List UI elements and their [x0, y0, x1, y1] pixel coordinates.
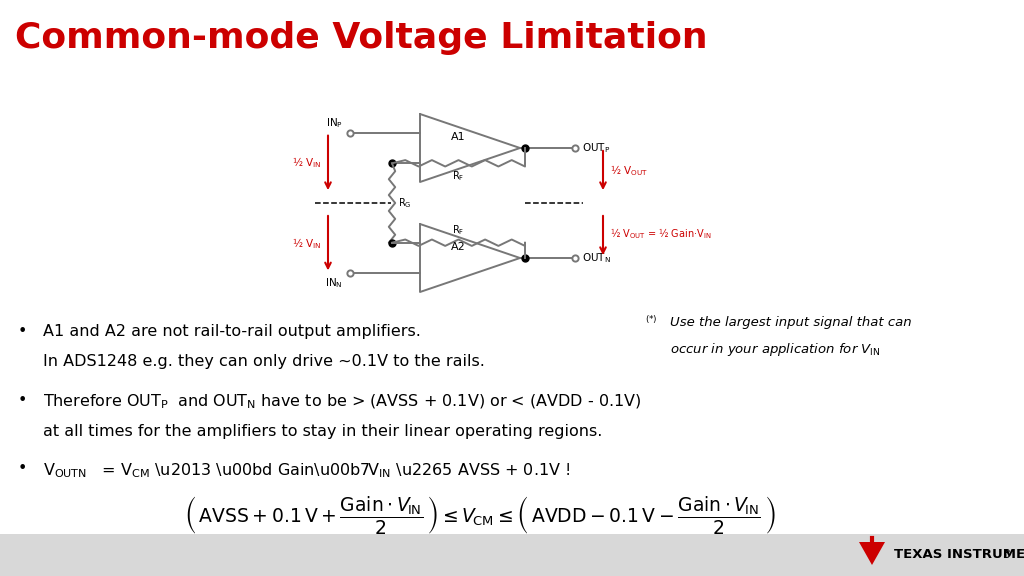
Text: R$_\mathsf{F}$: R$_\mathsf{F}$ — [453, 223, 465, 237]
Text: occur in your application for $V_\mathsf{IN}$: occur in your application for $V_\mathsf… — [670, 341, 881, 358]
Bar — [0, 534, 1024, 576]
Text: ½ V$_\mathsf{OUT}$ = ½ Gain·V$_\mathsf{IN}$: ½ V$_\mathsf{OUT}$ = ½ Gain·V$_\mathsf{I… — [610, 226, 712, 241]
Polygon shape — [859, 542, 885, 565]
Text: ½ V$_\mathsf{OUT}$: ½ V$_\mathsf{OUT}$ — [610, 163, 648, 178]
Text: •: • — [18, 324, 28, 339]
Text: Therefore OUT$_\mathsf{P}$  and OUT$_\mathsf{N}$ have to be > (AVSS + 0.1V) or <: Therefore OUT$_\mathsf{P}$ and OUT$_\mat… — [43, 393, 641, 411]
Text: TEXAS INSTRUMENTS: TEXAS INSTRUMENTS — [894, 548, 1024, 562]
Text: R$_\mathsf{F}$: R$_\mathsf{F}$ — [453, 169, 465, 183]
Text: V$_\mathsf{OUTN}$   = V$_\mathsf{CM}$ \u2013 \u00bd Gain\u00b7V$_\mathsf{IN}$ \u: V$_\mathsf{OUTN}$ = V$_\mathsf{CM}$ \u20… — [43, 461, 570, 480]
Text: A1: A1 — [451, 132, 465, 142]
Text: 3: 3 — [1002, 548, 1010, 562]
Text: $^{(*)}$: $^{(*)}$ — [645, 316, 657, 329]
Text: at all times for the amplifiers to stay in their linear operating regions.: at all times for the amplifiers to stay … — [43, 424, 602, 439]
Text: Use the largest input signal that can: Use the largest input signal that can — [670, 316, 911, 329]
Text: •: • — [18, 461, 28, 476]
Text: ½ V$_\mathsf{IN}$: ½ V$_\mathsf{IN}$ — [292, 156, 321, 170]
Text: $\left(\,\mathrm{AVSS}+0.1\,\mathrm{V}+\dfrac{\mathrm{Gain}\cdot V_{\!\mathsf{IN: $\left(\,\mathrm{AVSS}+0.1\,\mathrm{V}+\… — [184, 495, 776, 537]
Text: A2: A2 — [451, 242, 465, 252]
Text: R$_\mathsf{G}$: R$_\mathsf{G}$ — [398, 196, 412, 210]
Text: IN$_\mathsf{N}$: IN$_\mathsf{N}$ — [326, 276, 343, 290]
Text: A1 and A2 are not rail-to-rail output amplifiers.: A1 and A2 are not rail-to-rail output am… — [43, 324, 421, 339]
Text: ½ V$_\mathsf{IN}$: ½ V$_\mathsf{IN}$ — [292, 236, 321, 251]
Text: Common-mode Voltage Limitation: Common-mode Voltage Limitation — [15, 21, 708, 55]
Text: OUT$_\mathsf{N}$: OUT$_\mathsf{N}$ — [582, 251, 611, 265]
Text: •: • — [18, 393, 28, 408]
Text: IN$_\mathsf{P}$: IN$_\mathsf{P}$ — [326, 116, 343, 130]
Text: In ADS1248 e.g. they can only drive ~0.1V to the rails.: In ADS1248 e.g. they can only drive ~0.1… — [43, 354, 485, 369]
Text: OUT$_\mathsf{P}$: OUT$_\mathsf{P}$ — [582, 141, 610, 155]
